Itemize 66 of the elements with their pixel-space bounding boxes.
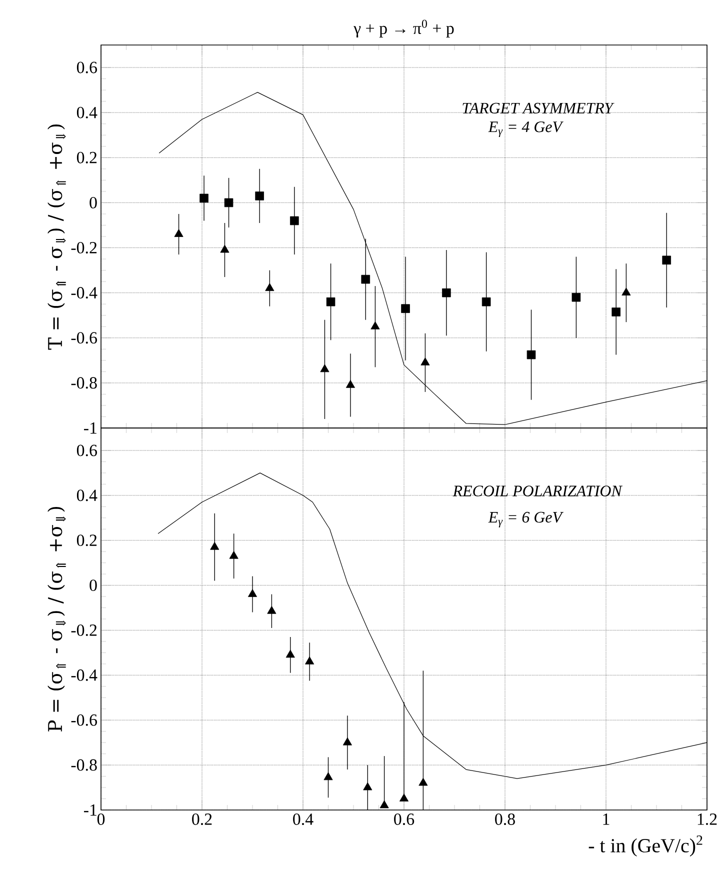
point (420, 357, 430, 366)
x-tick-label: 0.8 (495, 814, 515, 826)
y-tick-label: 0.2 (76, 152, 97, 164)
y-tick-label: 0 (90, 196, 97, 208)
point (290, 216, 299, 226)
x-tick-label: 0.6 (394, 814, 414, 826)
text: P = (σ$_{⇑}$ - σ$_{⇓}$) / (σ$_{⇑}$ +σ$_{⇓}$) (48, 507, 66, 732)
text: T = (σ$_{⇑}$ - σ$_{⇓}$) / (σ$_{⇑}$ +σ$_{⇓}$) (48, 124, 66, 350)
point (442, 288, 451, 298)
x-tick-label: 1 (603, 814, 610, 825)
point (320, 364, 330, 372)
point (324, 772, 333, 780)
y-tick-label: 0.6 (76, 62, 97, 74)
point (267, 606, 276, 614)
point (346, 380, 355, 388)
point (210, 542, 220, 550)
point (200, 194, 208, 203)
point (361, 274, 370, 284)
point (265, 283, 274, 292)
y-tick-label: -0.6 (71, 332, 97, 344)
y-tick-label: -0.4 (71, 669, 98, 681)
point (622, 288, 631, 296)
y-tick-label: -0.4 (71, 287, 98, 299)
annotation: RECOIL POLARIZATION (452, 486, 623, 496)
point (526, 350, 536, 360)
y-tick-label: -0.2 (71, 624, 97, 636)
annotation: E$_{γ}$ = 4 GeV (488, 122, 564, 138)
point (248, 589, 258, 597)
chart-title: γ + p → π$^{0}$ + p (354, 20, 454, 38)
point (662, 256, 672, 265)
point (572, 292, 581, 302)
point (612, 308, 620, 316)
annotation: E$_{γ}$ = 6 GeV (488, 512, 564, 528)
y-tick-label: -0.6 (71, 714, 97, 726)
y-tick-label: -0.8 (71, 377, 97, 389)
point (363, 782, 372, 790)
point (342, 737, 352, 746)
point (482, 297, 491, 306)
y-tick-label: -1 (84, 804, 96, 816)
x-tick-label: 0.4 (293, 814, 314, 826)
y-tick-label: 0.4 (76, 106, 98, 118)
y-tick-label: -0.2 (71, 242, 97, 254)
point (220, 244, 230, 253)
point (229, 550, 238, 559)
point (326, 297, 336, 306)
point (380, 800, 389, 808)
point (224, 198, 234, 208)
y-tick-label: 0.4 (76, 490, 98, 502)
x-tick-label: 1.2 (698, 814, 717, 825)
point (401, 304, 410, 313)
point (174, 229, 184, 237)
x-tick-label: 0.2 (192, 814, 212, 826)
y-tick-label: 0 (90, 580, 97, 592)
y-tick-label: -1 (84, 422, 96, 434)
point (305, 656, 314, 664)
y-tick-label: 0.2 (76, 534, 97, 546)
y-tick-label: -0.8 (71, 759, 97, 771)
x-tick-label: 0 (97, 814, 105, 825)
point (286, 650, 295, 658)
point (418, 778, 428, 786)
point (399, 794, 409, 802)
y-tick-label: 0.6 (76, 444, 97, 456)
x-axis-title: - t in (GeV/c)$^{2}$ (588, 836, 702, 856)
point (255, 192, 264, 200)
annotation: TARGET ASYMMETRY (462, 102, 614, 114)
point (370, 321, 380, 330)
